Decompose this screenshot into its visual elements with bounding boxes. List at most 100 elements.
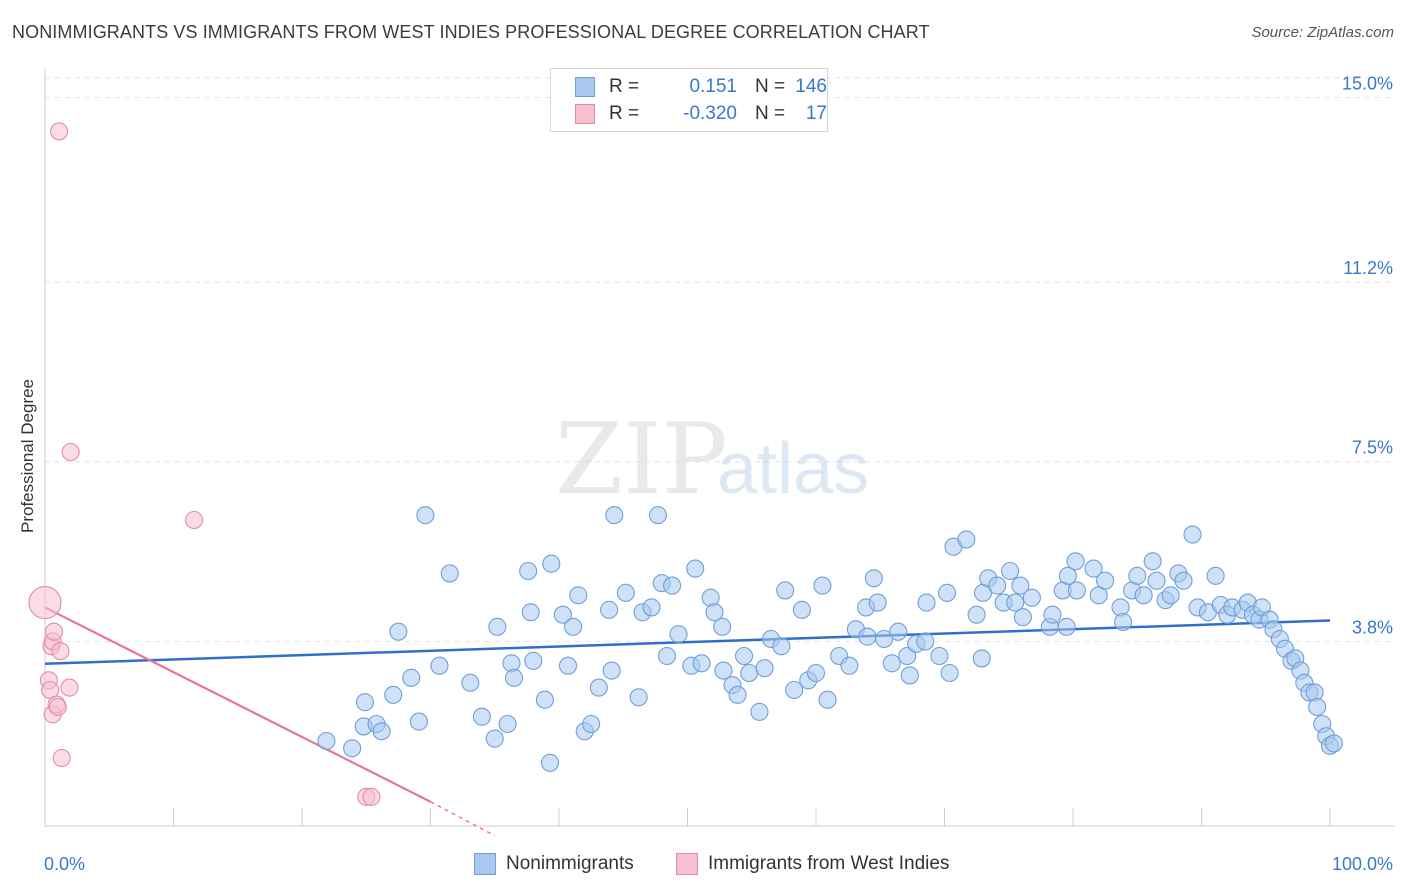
data-point-nonimmigrants xyxy=(648,506,667,525)
data-point-west-indies xyxy=(48,697,67,717)
data-point-nonimmigrants xyxy=(785,680,804,700)
watermark-atlas: atlas xyxy=(717,429,869,509)
legend-r-value: -0.320 xyxy=(683,103,737,124)
data-point-nonimmigrants xyxy=(1022,588,1041,607)
data-point-nonimmigrants xyxy=(1206,566,1225,585)
watermark-zip: ZIP xyxy=(555,403,728,517)
data-point-nonimmigrants xyxy=(1066,552,1085,571)
data-point-nonimmigrants xyxy=(600,600,619,619)
data-point-nonimmigrants xyxy=(940,663,959,683)
data-point-nonimmigrants xyxy=(1183,525,1202,544)
trend-line-nonimmigrants xyxy=(44,619,1331,666)
data-point-nonimmigrants xyxy=(776,581,795,600)
data-point-nonimmigrants xyxy=(972,649,991,668)
data-point-nonimmigrants xyxy=(864,569,883,588)
data-point-nonimmigrants xyxy=(372,722,391,741)
legend-n-label: N = xyxy=(755,76,786,97)
data-point-nonimmigrants xyxy=(957,530,976,549)
data-point-nonimmigrants xyxy=(916,632,935,651)
data-point-nonimmigrants xyxy=(900,666,919,685)
data-point-nonimmigrants xyxy=(1013,608,1032,627)
legend-swatch-west-indies xyxy=(575,104,595,124)
data-point-nonimmigrants xyxy=(1134,586,1153,605)
data-point-nonimmigrants xyxy=(629,688,648,707)
data-point-nonimmigrants xyxy=(875,629,894,649)
data-point-nonimmigrants xyxy=(1057,617,1076,636)
data-point-west-indies xyxy=(52,748,71,768)
data-point-nonimmigrants xyxy=(1011,576,1030,595)
data-point-nonimmigrants xyxy=(343,739,362,758)
data-point-nonimmigrants xyxy=(504,668,524,687)
watermark: ZIP atlas xyxy=(555,403,869,517)
y-tick-label: 11.2% xyxy=(1343,258,1393,278)
data-point-nonimmigrants xyxy=(485,729,504,748)
data-point-nonimmigrants xyxy=(930,646,949,666)
legend-r-label: R = xyxy=(609,76,640,97)
legend-n-value: 146 xyxy=(795,76,827,97)
data-point-nonimmigrants xyxy=(498,714,517,734)
data-point-nonimmigrants xyxy=(355,693,375,712)
data-point-nonimmigrants xyxy=(1043,605,1062,624)
stats-legend: R = 0.151 N = 146 R = -0.320 N = 17 xyxy=(550,68,828,132)
data-point-nonimmigrants xyxy=(409,712,428,731)
data-point-nonimmigrants xyxy=(1084,559,1103,578)
data-point-nonimmigrants xyxy=(1324,734,1343,753)
data-point-west-indies xyxy=(44,622,64,641)
data-point-nonimmigrants xyxy=(868,593,887,612)
data-point-nonimmigrants xyxy=(1128,566,1147,585)
data-point-nonimmigrants xyxy=(384,685,403,704)
data-point-nonimmigrants xyxy=(602,661,621,680)
data-point-nonimmigrants xyxy=(430,656,449,675)
data-point-nonimmigrants xyxy=(917,593,936,612)
data-point-nonimmigrants xyxy=(564,617,583,636)
grid-lines xyxy=(45,77,1395,642)
bottom-legend-label: Immigrants from West Indies xyxy=(708,853,950,874)
data-point-nonimmigrants xyxy=(663,576,682,595)
data-point-nonimmigrants xyxy=(813,576,832,595)
data-point-nonimmigrants xyxy=(806,663,826,683)
data-point-nonimmigrants xyxy=(1161,586,1180,605)
data-point-nonimmigrants xyxy=(734,646,754,666)
data-point-nonimmigrants xyxy=(858,627,877,646)
axes xyxy=(44,68,1395,827)
data-point-nonimmigrants xyxy=(402,668,421,687)
x-tick-label: 0.0% xyxy=(44,854,85,874)
data-point-west-indies xyxy=(50,122,69,141)
data-point-nonimmigrants xyxy=(582,714,601,734)
bottom-legend-label: Nonimmigrants xyxy=(506,853,634,874)
legend-n-label: N = xyxy=(755,103,786,124)
data-point-nonimmigrants xyxy=(472,707,491,726)
data-point-nonimmigrants xyxy=(692,654,711,673)
data-point-nonimmigrants xyxy=(713,617,732,636)
data-point-nonimmigrants xyxy=(440,564,459,583)
data-point-nonimmigrants xyxy=(1096,571,1115,590)
data-point-nonimmigrants xyxy=(740,663,759,683)
data-point-nonimmigrants xyxy=(1067,581,1086,600)
data-point-nonimmigrants xyxy=(540,753,560,772)
data-point-nonimmigrants xyxy=(461,673,480,692)
data-point-nonimmigrants xyxy=(840,656,859,675)
chart-source: Source: ZipAtlas.com xyxy=(1251,24,1394,41)
data-point-west-indies xyxy=(28,586,62,620)
data-point-nonimmigrants xyxy=(988,576,1007,595)
y-tick-label: 15.0% xyxy=(1342,73,1393,93)
data-point-nonimmigrants xyxy=(705,603,724,622)
data-point-nonimmigrants xyxy=(669,625,688,644)
data-point-west-indies xyxy=(60,678,79,697)
data-point-nonimmigrants xyxy=(1000,561,1020,581)
legend-r-value: 0.151 xyxy=(689,76,737,97)
data-point-nonimmigrants xyxy=(714,661,733,680)
trend-lines xyxy=(44,606,1331,837)
data-point-nonimmigrants xyxy=(755,659,774,678)
data-point-nonimmigrants xyxy=(521,603,540,622)
legend-n-value: 17 xyxy=(805,103,827,124)
bottom-legend-swatch-west-indies xyxy=(676,853,698,875)
data-point-nonimmigrants xyxy=(519,561,538,581)
data-point-nonimmigrants xyxy=(535,690,554,709)
data-point-nonimmigrants xyxy=(898,646,917,666)
data-point-nonimmigrants xyxy=(317,731,336,751)
data-point-nonimmigrants xyxy=(1006,593,1025,612)
data-point-nonimmigrants xyxy=(1143,552,1162,571)
data-point-nonimmigrants xyxy=(616,583,635,602)
